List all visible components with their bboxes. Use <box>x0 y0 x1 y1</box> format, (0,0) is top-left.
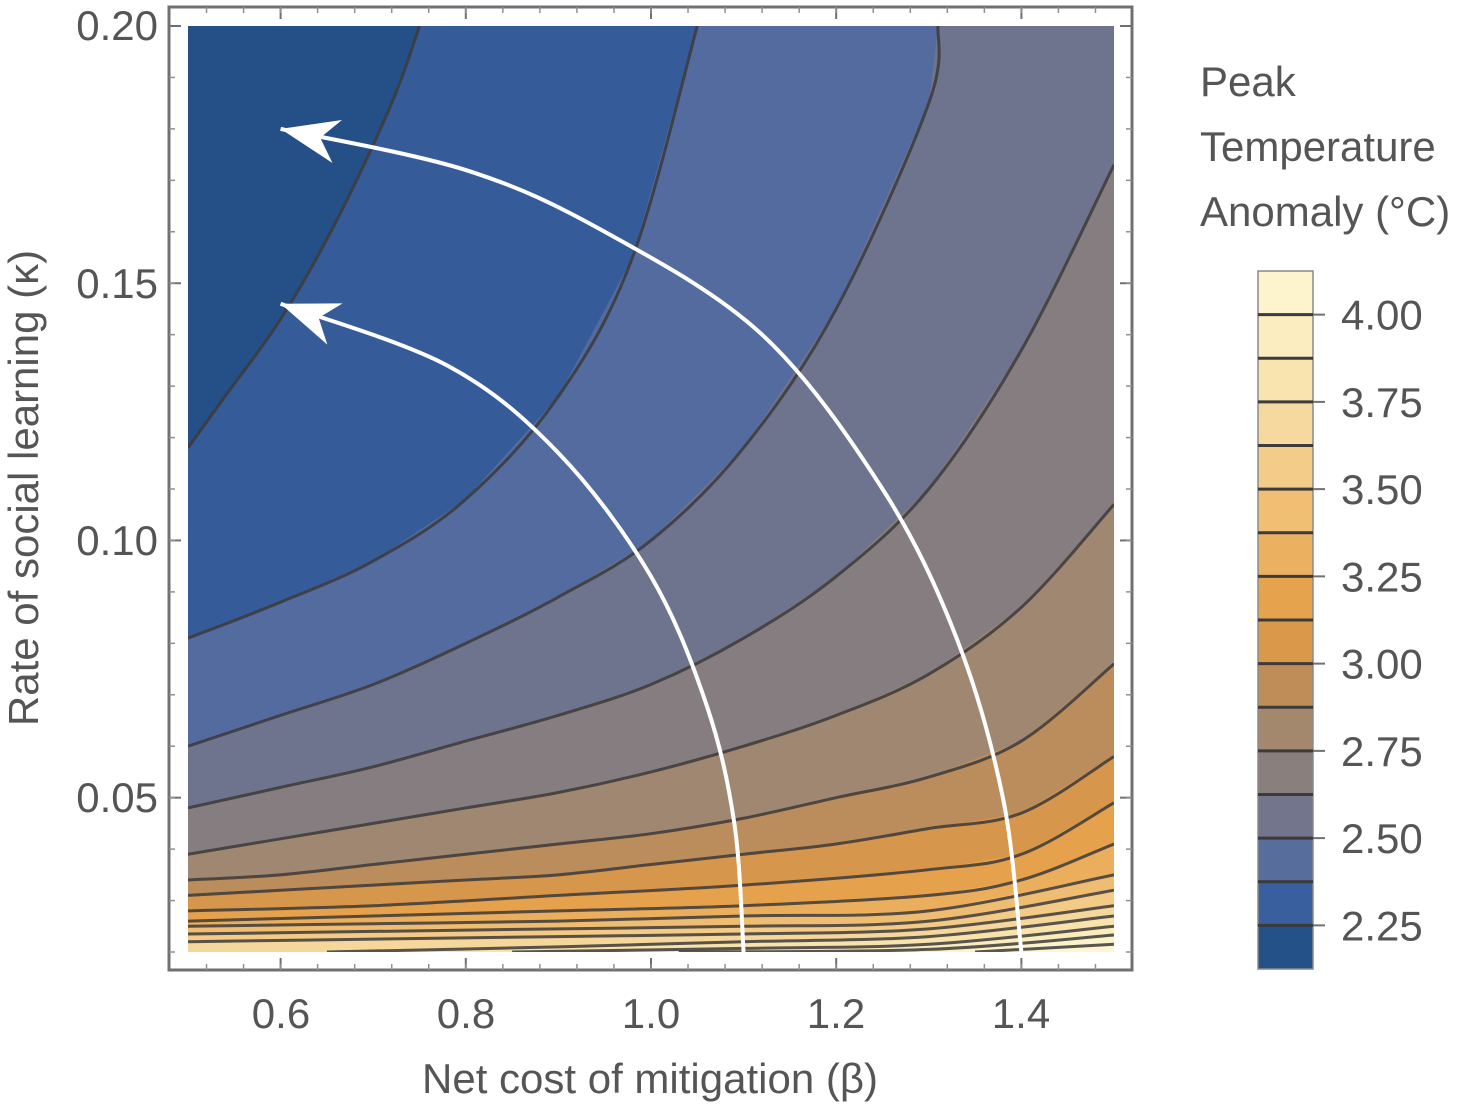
arrows <box>279 119 1024 953</box>
contour-line-2.875 <box>188 662 1114 882</box>
legend-tick-label-1: 2.50 <box>1341 815 1423 862</box>
x-tick-label-4: 1.4 <box>992 990 1050 1037</box>
contour-line-3.375 <box>188 873 1114 928</box>
legend-swatch-2.75 <box>1258 707 1313 752</box>
legend-swatch-2.125 <box>1258 925 1313 970</box>
legend-tick-label-4: 3.25 <box>1341 553 1423 600</box>
legend-swatch-3.125 <box>1258 576 1313 621</box>
legend-swatch-3.375 <box>1258 489 1313 534</box>
legend-tick-labels: 2.25 2.50 2.75 3.00 3.25 3.50 3.75 4.00 <box>1341 292 1423 950</box>
contour-line-3.625 <box>188 904 1114 944</box>
contour-line-3.25 <box>188 842 1114 923</box>
legend-swatch-3.5 <box>1258 445 1313 490</box>
band-4.25 <box>975 944 1114 952</box>
legend-swatch-4 <box>1258 271 1313 316</box>
legend-title-line-1: Peak <box>1200 58 1297 105</box>
contour-line-3 <box>188 755 1114 897</box>
y-tick-label-0: 0.05 <box>76 774 158 821</box>
contour-line-3.875 <box>512 924 1114 952</box>
x-tick-label-1: 0.8 <box>437 990 495 1037</box>
contour-line-2.25 <box>188 26 421 449</box>
legend-tick-label-3: 3.00 <box>1341 641 1423 688</box>
legend-swatch-2.5 <box>1258 794 1313 839</box>
legend-level-lines <box>1258 313 1313 927</box>
legend-title-line-2: Temperature <box>1200 123 1436 170</box>
legend-tick-label-7: 4.00 <box>1341 292 1423 339</box>
contour-lines <box>188 26 1114 952</box>
axis-ticks <box>169 7 1132 970</box>
x-tick-labels: 0.6 0.8 1.0 1.2 1.4 <box>252 990 1050 1037</box>
y-tick-labels: 0.05 0.10 0.15 0.20 <box>76 2 158 821</box>
band-3.875 <box>326 915 1114 952</box>
legend-tick-label-6: 3.75 <box>1341 379 1423 426</box>
x-axis-title: Net cost of mitigation (β) <box>422 1055 878 1102</box>
y-tick-label-3: 0.20 <box>76 2 158 49</box>
legend-tick-label-2: 2.75 <box>1341 728 1423 775</box>
legend-swatch-3.25 <box>1258 532 1313 577</box>
contour-line-2.75 <box>188 503 1114 856</box>
contour-line-3.125 <box>188 801 1114 913</box>
band-4 <box>512 926 1114 952</box>
legend-swatch-3.625 <box>1258 401 1313 446</box>
contour-line-3.5 <box>188 888 1114 936</box>
arrowhead-1 <box>280 119 342 163</box>
contour-bands <box>188 26 1114 952</box>
legend-colorbar <box>1257 270 1314 970</box>
legend-swatch-2.625 <box>1258 750 1313 795</box>
arrowhead-0 <box>280 303 343 345</box>
y-axis-title: Rate of social learning (κ) <box>0 250 47 726</box>
legend-swatch-2.375 <box>1258 838 1313 883</box>
arrow-path-1 <box>280 126 1024 953</box>
contour-line-2.375 <box>188 26 699 640</box>
legend-swatch-3.75 <box>1258 358 1313 403</box>
band-4.125 <box>678 935 1114 952</box>
x-tick-label-0: 0.6 <box>252 990 310 1037</box>
contour-line-4.125 <box>975 942 1114 952</box>
contour-line-2.5 <box>188 26 941 748</box>
y-tick-label-2: 0.15 <box>76 260 158 307</box>
legend: Peak Temperature Anomaly (°C) 2.252.502.… <box>1200 58 1450 970</box>
legend-swatch-2.25 <box>1258 881 1313 926</box>
arrow-path-0 <box>279 301 746 953</box>
x-tick-label-2: 1.0 <box>622 990 680 1037</box>
y-tick-label-1: 0.10 <box>76 517 158 564</box>
legend-tick-label-5: 3.50 <box>1341 466 1423 513</box>
contour-line-4 <box>678 933 1114 952</box>
legend-title-line-3: Anomaly (°C) <box>1200 188 1450 235</box>
legend-tick-label-0: 2.25 <box>1341 902 1423 949</box>
legend-swatch-3 <box>1258 620 1313 665</box>
legend-swatch-2.875 <box>1258 663 1313 708</box>
legend-swatch-3.875 <box>1258 314 1313 359</box>
x-tick-label-3: 1.2 <box>807 990 865 1037</box>
legend-ticks <box>1313 313 1325 927</box>
